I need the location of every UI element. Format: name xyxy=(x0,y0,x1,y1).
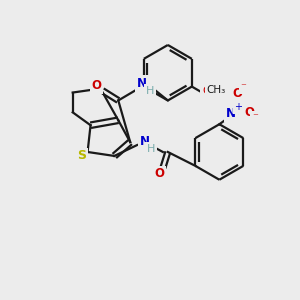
Text: N: N xyxy=(137,77,147,90)
Text: H: H xyxy=(146,85,154,96)
Text: N: N xyxy=(140,135,150,148)
Text: S: S xyxy=(77,149,86,162)
Text: O: O xyxy=(202,85,211,96)
Text: +: + xyxy=(234,102,242,112)
Text: CH₃: CH₃ xyxy=(207,85,226,94)
Text: O: O xyxy=(92,79,101,92)
Text: H: H xyxy=(147,144,155,154)
Text: O: O xyxy=(154,167,164,180)
Text: O: O xyxy=(244,106,254,119)
Text: ⁻: ⁻ xyxy=(240,82,246,93)
Text: ⁻: ⁻ xyxy=(252,112,258,122)
Text: N: N xyxy=(226,107,236,120)
Text: O: O xyxy=(232,87,242,100)
